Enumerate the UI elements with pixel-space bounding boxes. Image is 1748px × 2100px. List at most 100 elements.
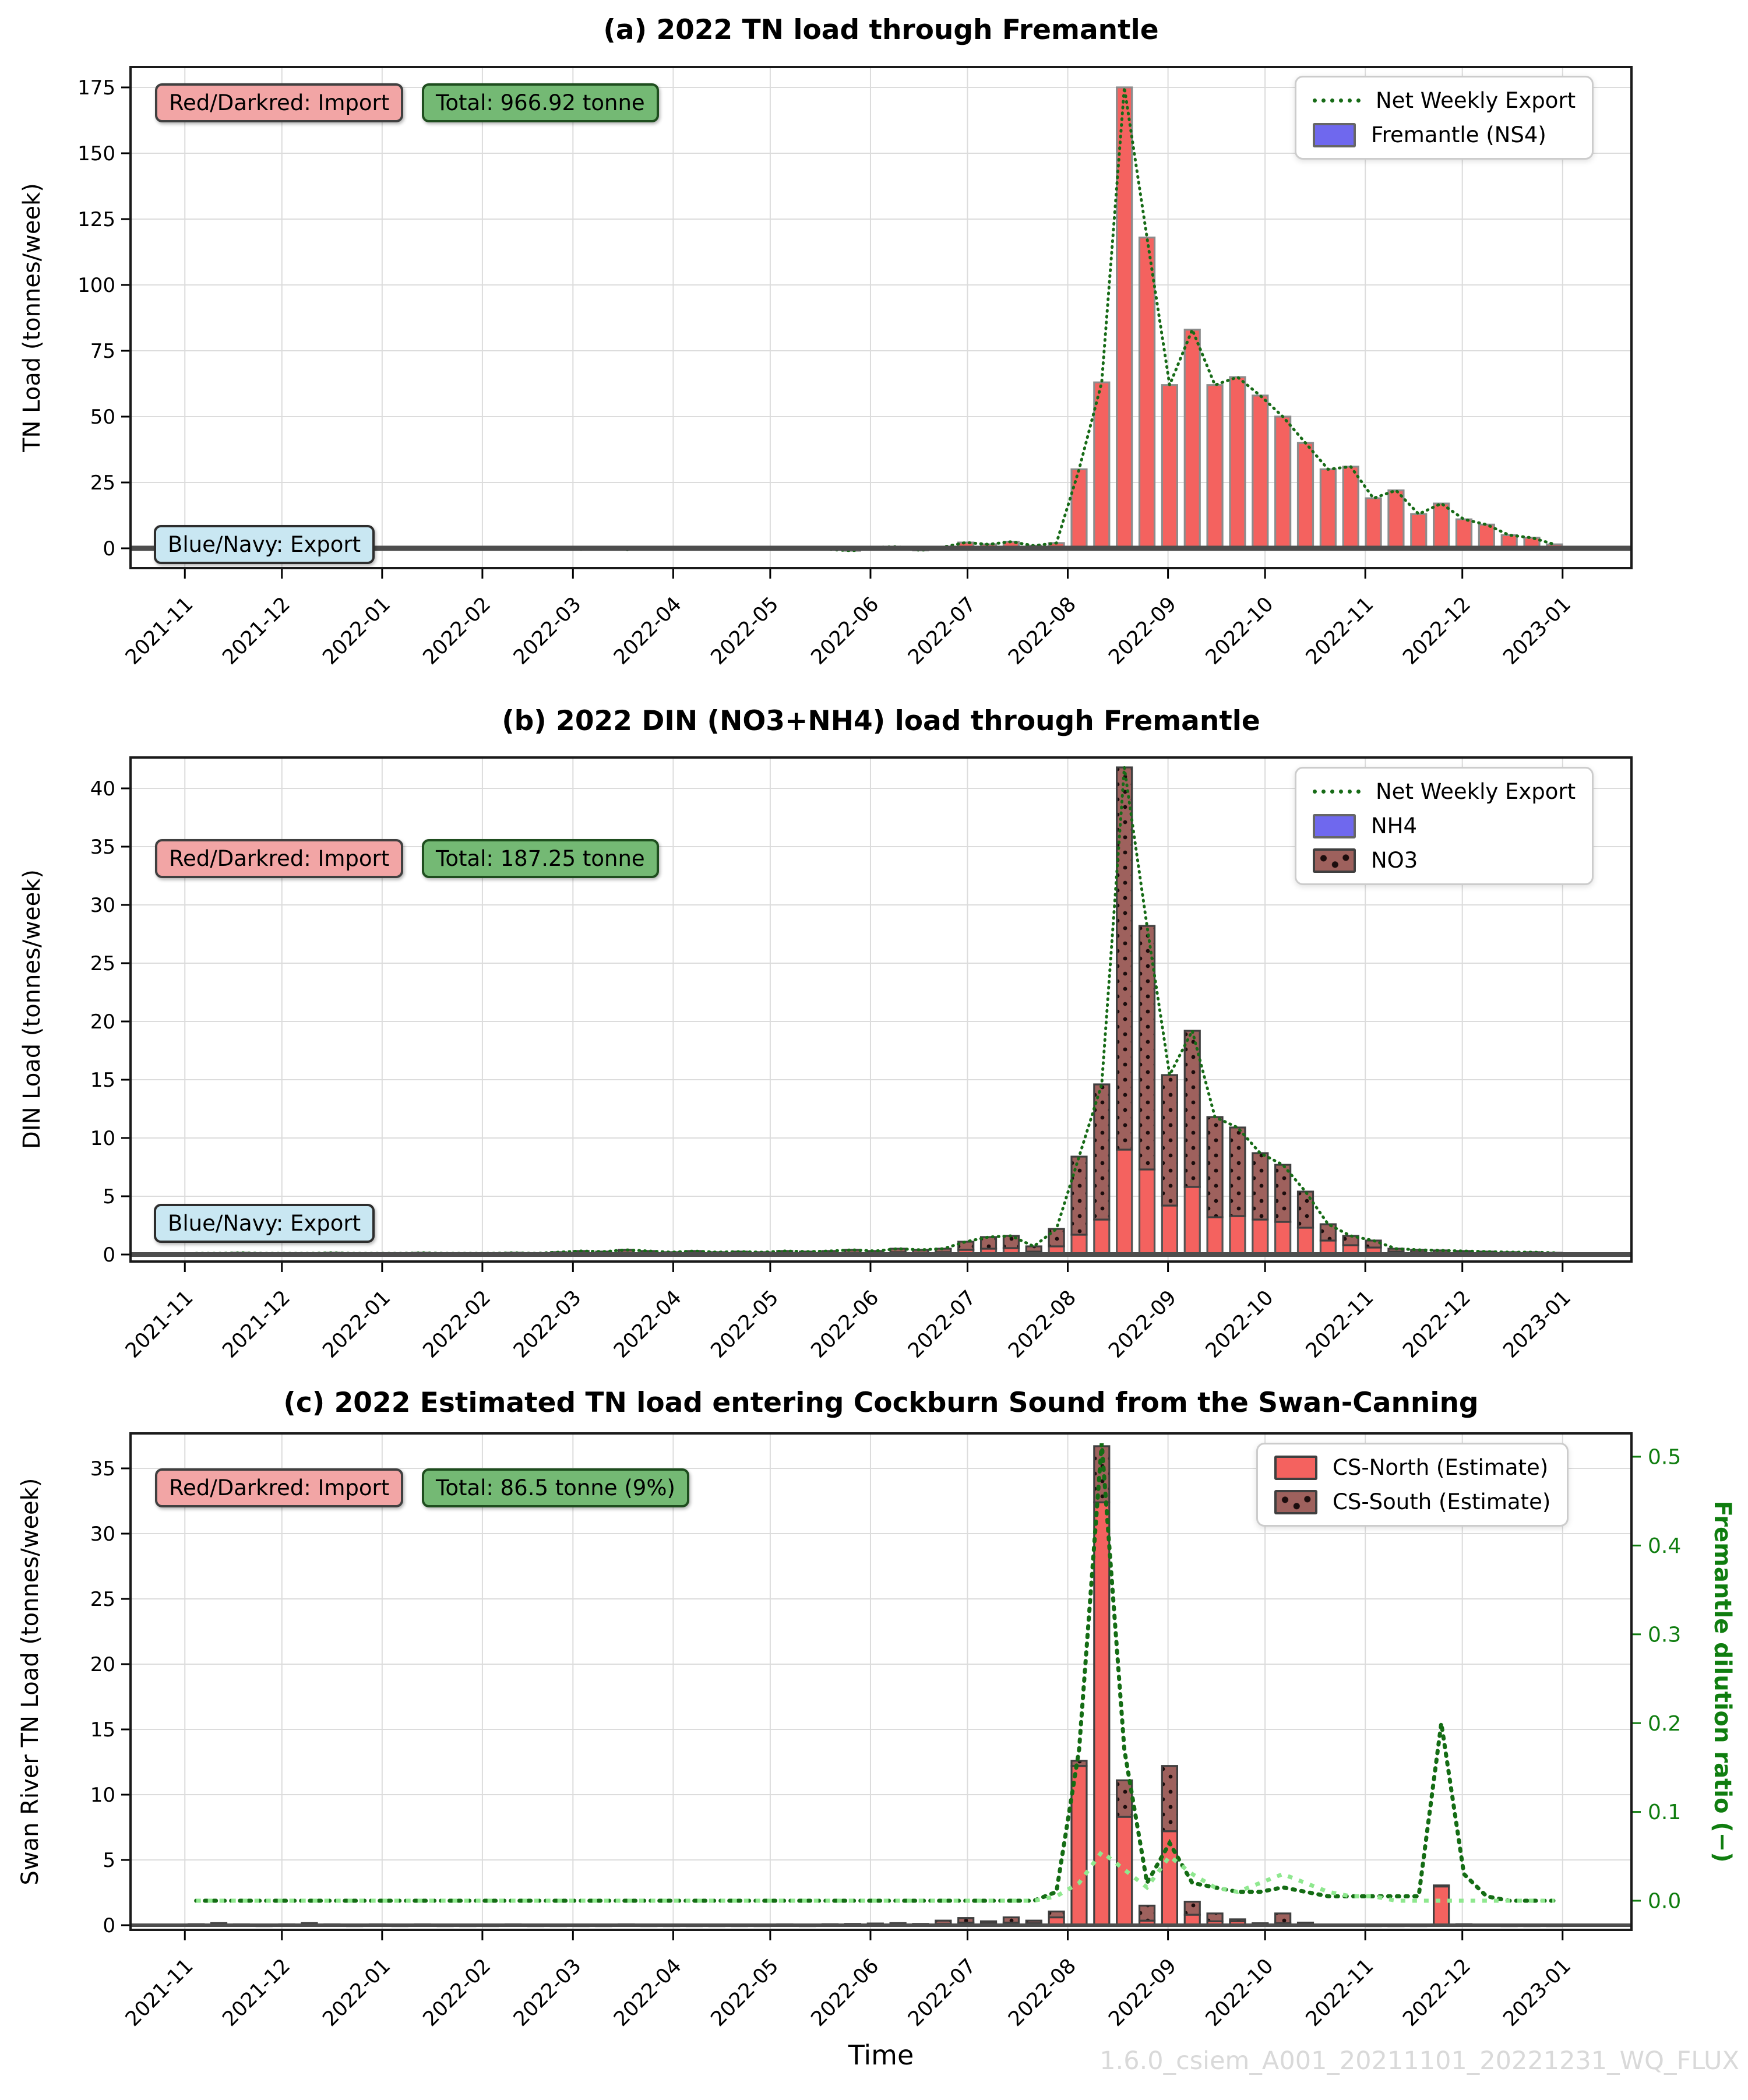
tn-bar [1478, 523, 1495, 549]
legend-entry: CS-South (Estimate) [1274, 1489, 1550, 1514]
legend-entry: NH4 [1313, 813, 1576, 838]
right-y-tick-label: 0.5 [1648, 1446, 1681, 1470]
cs-south-bar [1002, 1916, 1020, 1924]
no3-bar [1048, 1228, 1065, 1248]
annotation-total-c: Total: 86.5 tonne (9%) [422, 1468, 689, 1507]
x-tick-label: 2023-01 [1499, 1286, 1576, 1363]
blue-patch-swatch [1313, 813, 1356, 838]
cs-south-bar [1433, 1884, 1450, 1888]
x-tick-label: 2021-12 [218, 1286, 295, 1363]
nh4-bar [1116, 1148, 1133, 1256]
x-tick-label: 2022-06 [807, 1954, 884, 2031]
x-tick-label: 2022-07 [904, 593, 981, 670]
nh4-bar [1296, 1227, 1314, 1256]
panel-a-ylabel: TN Load (tonnes/week) [19, 183, 45, 452]
legend-b: Net Weekly Export NH4 NO3 [1295, 767, 1594, 885]
tn-bar [1206, 384, 1224, 549]
y-tick-label: 25 [90, 952, 115, 975]
x-tick-label: 2022-08 [1004, 593, 1081, 670]
x-tick-label: 2022-12 [1398, 593, 1475, 670]
no3-bar [1229, 1126, 1246, 1217]
cs-north-bar [1433, 1885, 1450, 1926]
right-y-tick-label: 0.2 [1648, 1712, 1681, 1736]
x-tick-label: 2022-07 [904, 1286, 981, 1363]
y-tick-label: 15 [90, 1718, 115, 1742]
tn-bar [1410, 513, 1428, 549]
y-tick-label: 0 [103, 1243, 115, 1267]
x-tick-label: 2022-10 [1201, 1286, 1278, 1363]
x-tick-label: 2022-04 [609, 593, 686, 670]
legend-a: Net Weekly Export Fremantle (NS4) [1295, 76, 1594, 160]
tn-bar [1161, 384, 1178, 549]
x-tick-label: 2022-04 [609, 1286, 686, 1363]
x-tick-label: 2023-01 [1499, 593, 1576, 670]
x-tick-label: 2022-05 [707, 1954, 784, 2031]
axes-frame [129, 756, 1633, 1263]
legend-entry: Net Weekly Export [1313, 779, 1576, 804]
cs-south-bar [979, 1920, 998, 1925]
nh4-bar [1161, 1204, 1178, 1256]
panel-c-title: (c) 2022 Estimated TN load entering Cock… [283, 1387, 1479, 1419]
legend-label: Net Weekly Export [1376, 88, 1576, 113]
red-patch-swatch [1274, 1455, 1317, 1480]
right-y-tick-label: 0.3 [1648, 1623, 1681, 1647]
nh4-bar [1093, 1218, 1111, 1256]
cs-south-bar [1025, 1919, 1042, 1925]
y-tick-label: 10 [90, 1784, 115, 1807]
x-tick-label: 2022-01 [318, 593, 395, 670]
x-axis-label: Time [848, 2039, 914, 2071]
x-tick-label: 2022-09 [1104, 1954, 1181, 2031]
x-tick-label: 2022-10 [1201, 593, 1278, 670]
dilution-ratio-line [194, 1443, 1557, 1903]
nh4-bar [1206, 1216, 1224, 1256]
tn-bar [1296, 442, 1314, 549]
y-tick-label: 0 [103, 1914, 115, 1937]
cs-south-bar [1183, 1901, 1201, 1916]
nh4-bar [1070, 1234, 1088, 1256]
no3-bar [1274, 1164, 1292, 1223]
no3-bar [889, 1248, 907, 1253]
x-tick-label: 2022-01 [318, 1954, 395, 2031]
x-tick-label: 2022-05 [707, 1286, 784, 1363]
y-tick-label: 30 [90, 894, 115, 917]
legend-c: CS-North (Estimate) CS-South (Estimate) [1256, 1443, 1569, 1527]
legend-label: Fremantle (NS4) [1371, 122, 1546, 147]
y-tick-label: 125 [77, 208, 115, 231]
legend-label: CS-South (Estimate) [1333, 1489, 1551, 1514]
cs-south-bar [1274, 1912, 1292, 1925]
x-tick-label: 2022-01 [318, 1286, 395, 1363]
cs-south-bar [1070, 1760, 1088, 1767]
y-tick-label: 150 [77, 142, 115, 165]
y-tick-label: 15 [90, 1069, 115, 1092]
cs-north-bar [1093, 1501, 1111, 1926]
annotation-export-a: Blue/Navy: Export [154, 525, 375, 564]
nh4-bar [1138, 1168, 1156, 1256]
x-tick-label: 2022-04 [609, 1954, 686, 2031]
nh4-bar [1252, 1218, 1269, 1256]
tn-bar [1229, 376, 1246, 549]
panel-c-ylabel: Swan River TN Load (tonnes/week) [17, 1478, 44, 1886]
no3-bar [1138, 925, 1156, 1171]
y-tick-label: 35 [90, 836, 115, 859]
dilution-ratio-light-line [196, 1849, 1555, 1903]
legend-entry: NO3 [1313, 848, 1576, 873]
legend-entry: Net Weekly Export [1313, 88, 1576, 113]
x-tick-label: 2021-12 [218, 1954, 295, 2031]
cs-south-bar [1116, 1779, 1133, 1818]
legend-entry: Fremantle (NS4) [1313, 122, 1576, 147]
x-tick-label: 2021-11 [121, 593, 198, 670]
tn-bar [1070, 468, 1088, 549]
x-tick-label: 2021-12 [218, 593, 295, 670]
cs-south-bar [1206, 1912, 1224, 1922]
dotted-line-swatch [1313, 98, 1361, 103]
tn-bar [1274, 415, 1292, 549]
tn-bar [1342, 466, 1359, 549]
x-tick-label: 2022-08 [1004, 1954, 1081, 2031]
no3-bar [1161, 1074, 1178, 1207]
cs-south-bar [935, 1919, 952, 1925]
x-tick-label: 2022-10 [1201, 1954, 1278, 2031]
right-y-tick-label: 0.0 [1648, 1890, 1681, 1914]
watermark: 1.6.0_csiem_A001_20211101_20221231_WQ_FL… [1099, 2046, 1739, 2076]
cs-south-bar [957, 1917, 975, 1924]
tn-bar [1455, 518, 1473, 549]
